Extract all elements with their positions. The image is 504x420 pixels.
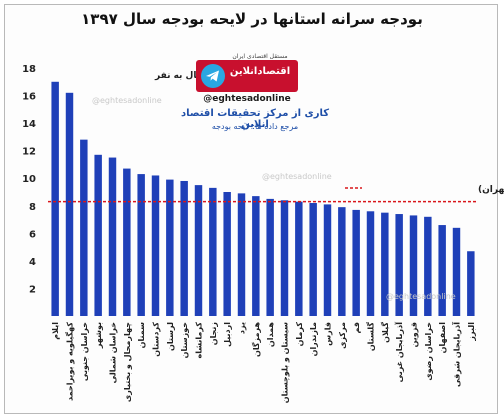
x-tick-label: زنجان <box>209 322 218 346</box>
bar <box>452 227 461 316</box>
x-tick-label: مازندران <box>309 322 318 356</box>
bar <box>194 185 203 316</box>
bar <box>94 154 102 316</box>
x-tick-label: آذربایجان شرقی <box>452 322 462 387</box>
data-source-line: مرجع داده ها: لایحه بودجه <box>211 122 299 131</box>
bar <box>309 203 317 316</box>
chart-title: بودجه سرانه استانها در لایحه بودجه سال ۱… <box>81 10 423 28</box>
x-tick-label: کرمانشاه <box>195 322 204 359</box>
brand-logo: مستقل اقتصادی ایران اقتصادآنلاین <box>196 53 298 92</box>
y-tick-label: 2 <box>29 284 36 295</box>
bar <box>323 204 332 316</box>
bar <box>366 211 375 316</box>
brand-tagline: مستقل اقتصادی ایران <box>232 53 288 60</box>
x-tick-label: هرمزگان <box>251 322 261 357</box>
x-tick-label: خراسان شمالی <box>109 322 118 384</box>
bar <box>424 216 432 316</box>
x-tick-label: ایلام <box>51 322 60 340</box>
bar <box>166 179 174 316</box>
x-tick-label: قزوین <box>410 322 419 347</box>
bar <box>223 192 231 316</box>
bar <box>237 193 246 316</box>
watermark-text: @eghtesadonline <box>386 292 456 301</box>
bar <box>295 201 303 316</box>
bar <box>280 200 289 316</box>
bar <box>467 251 475 316</box>
y-tick-label: 16 <box>22 92 36 103</box>
bar <box>338 207 346 316</box>
bar <box>108 157 117 316</box>
y-tick-label: 8 <box>29 202 36 213</box>
bar <box>438 225 446 316</box>
bar <box>252 196 260 316</box>
x-tick-label: گلستان <box>366 322 376 352</box>
brand-handle: @eghtesadonline <box>203 94 291 104</box>
x-tick-label: سمنان <box>137 322 146 348</box>
reference-line-label: کل استانها (بدون تهران) <box>478 185 504 195</box>
credit-line: کاری از مرکز تحقیقات اقتصاد انلاین <box>180 108 330 130</box>
bar <box>409 215 418 316</box>
bar <box>266 198 274 316</box>
x-tick-label: خراسان جنوبی <box>80 322 89 381</box>
bar <box>65 92 74 316</box>
x-tick-label: اردبیل <box>223 322 232 347</box>
x-tick-label: البرز <box>467 322 476 342</box>
x-tick-label: آذربایجان غربی <box>394 322 404 383</box>
y-tick-label: 14 <box>22 119 36 130</box>
x-tick-label: لرستان <box>166 322 175 351</box>
y-tick-label: 10 <box>22 174 36 185</box>
bar <box>151 175 160 316</box>
x-tick-label: همدان <box>266 322 275 348</box>
x-tick-label: مرکزی <box>338 322 347 349</box>
watermark-text: @eghtesadonline <box>262 172 332 181</box>
bar <box>180 180 188 316</box>
bar <box>209 187 217 316</box>
x-tick-label: گیلان <box>380 322 390 343</box>
x-tick-label: کردستان <box>152 322 161 357</box>
x-tick-label: قم <box>352 322 361 334</box>
x-tick-label: یزد <box>238 322 247 334</box>
x-tick-label: خراسان رضوی <box>424 322 433 381</box>
x-tick-label: اصفهان <box>438 322 447 354</box>
x-tick-label: چهارمحال و بختیاری <box>123 322 132 402</box>
x-tick-label: بوشهر <box>94 322 103 349</box>
telegram-icon <box>201 64 225 88</box>
y-tick-label: 18 <box>22 64 36 75</box>
bar <box>80 139 88 316</box>
x-tick-label: سیستان و بلوچستان <box>281 322 290 403</box>
bar <box>381 212 389 316</box>
bar <box>123 168 131 316</box>
watermark-text: @eghtesadonline <box>92 96 162 105</box>
x-tick-label: خوزستان <box>180 322 189 359</box>
bar <box>51 81 59 317</box>
y-tick-label: 4 <box>29 257 36 268</box>
y-tick-label: 12 <box>22 147 36 158</box>
bar <box>352 209 360 316</box>
x-tick-label: کهگیلویه و بویراحمد <box>65 322 75 401</box>
x-tick-label: کرمان <box>295 322 304 347</box>
bar <box>395 214 403 316</box>
x-tick-label: فارس <box>324 322 334 346</box>
y-tick-label: 6 <box>29 229 36 240</box>
bar <box>137 174 145 316</box>
brand-name: اقتصادآنلاین <box>229 66 291 77</box>
